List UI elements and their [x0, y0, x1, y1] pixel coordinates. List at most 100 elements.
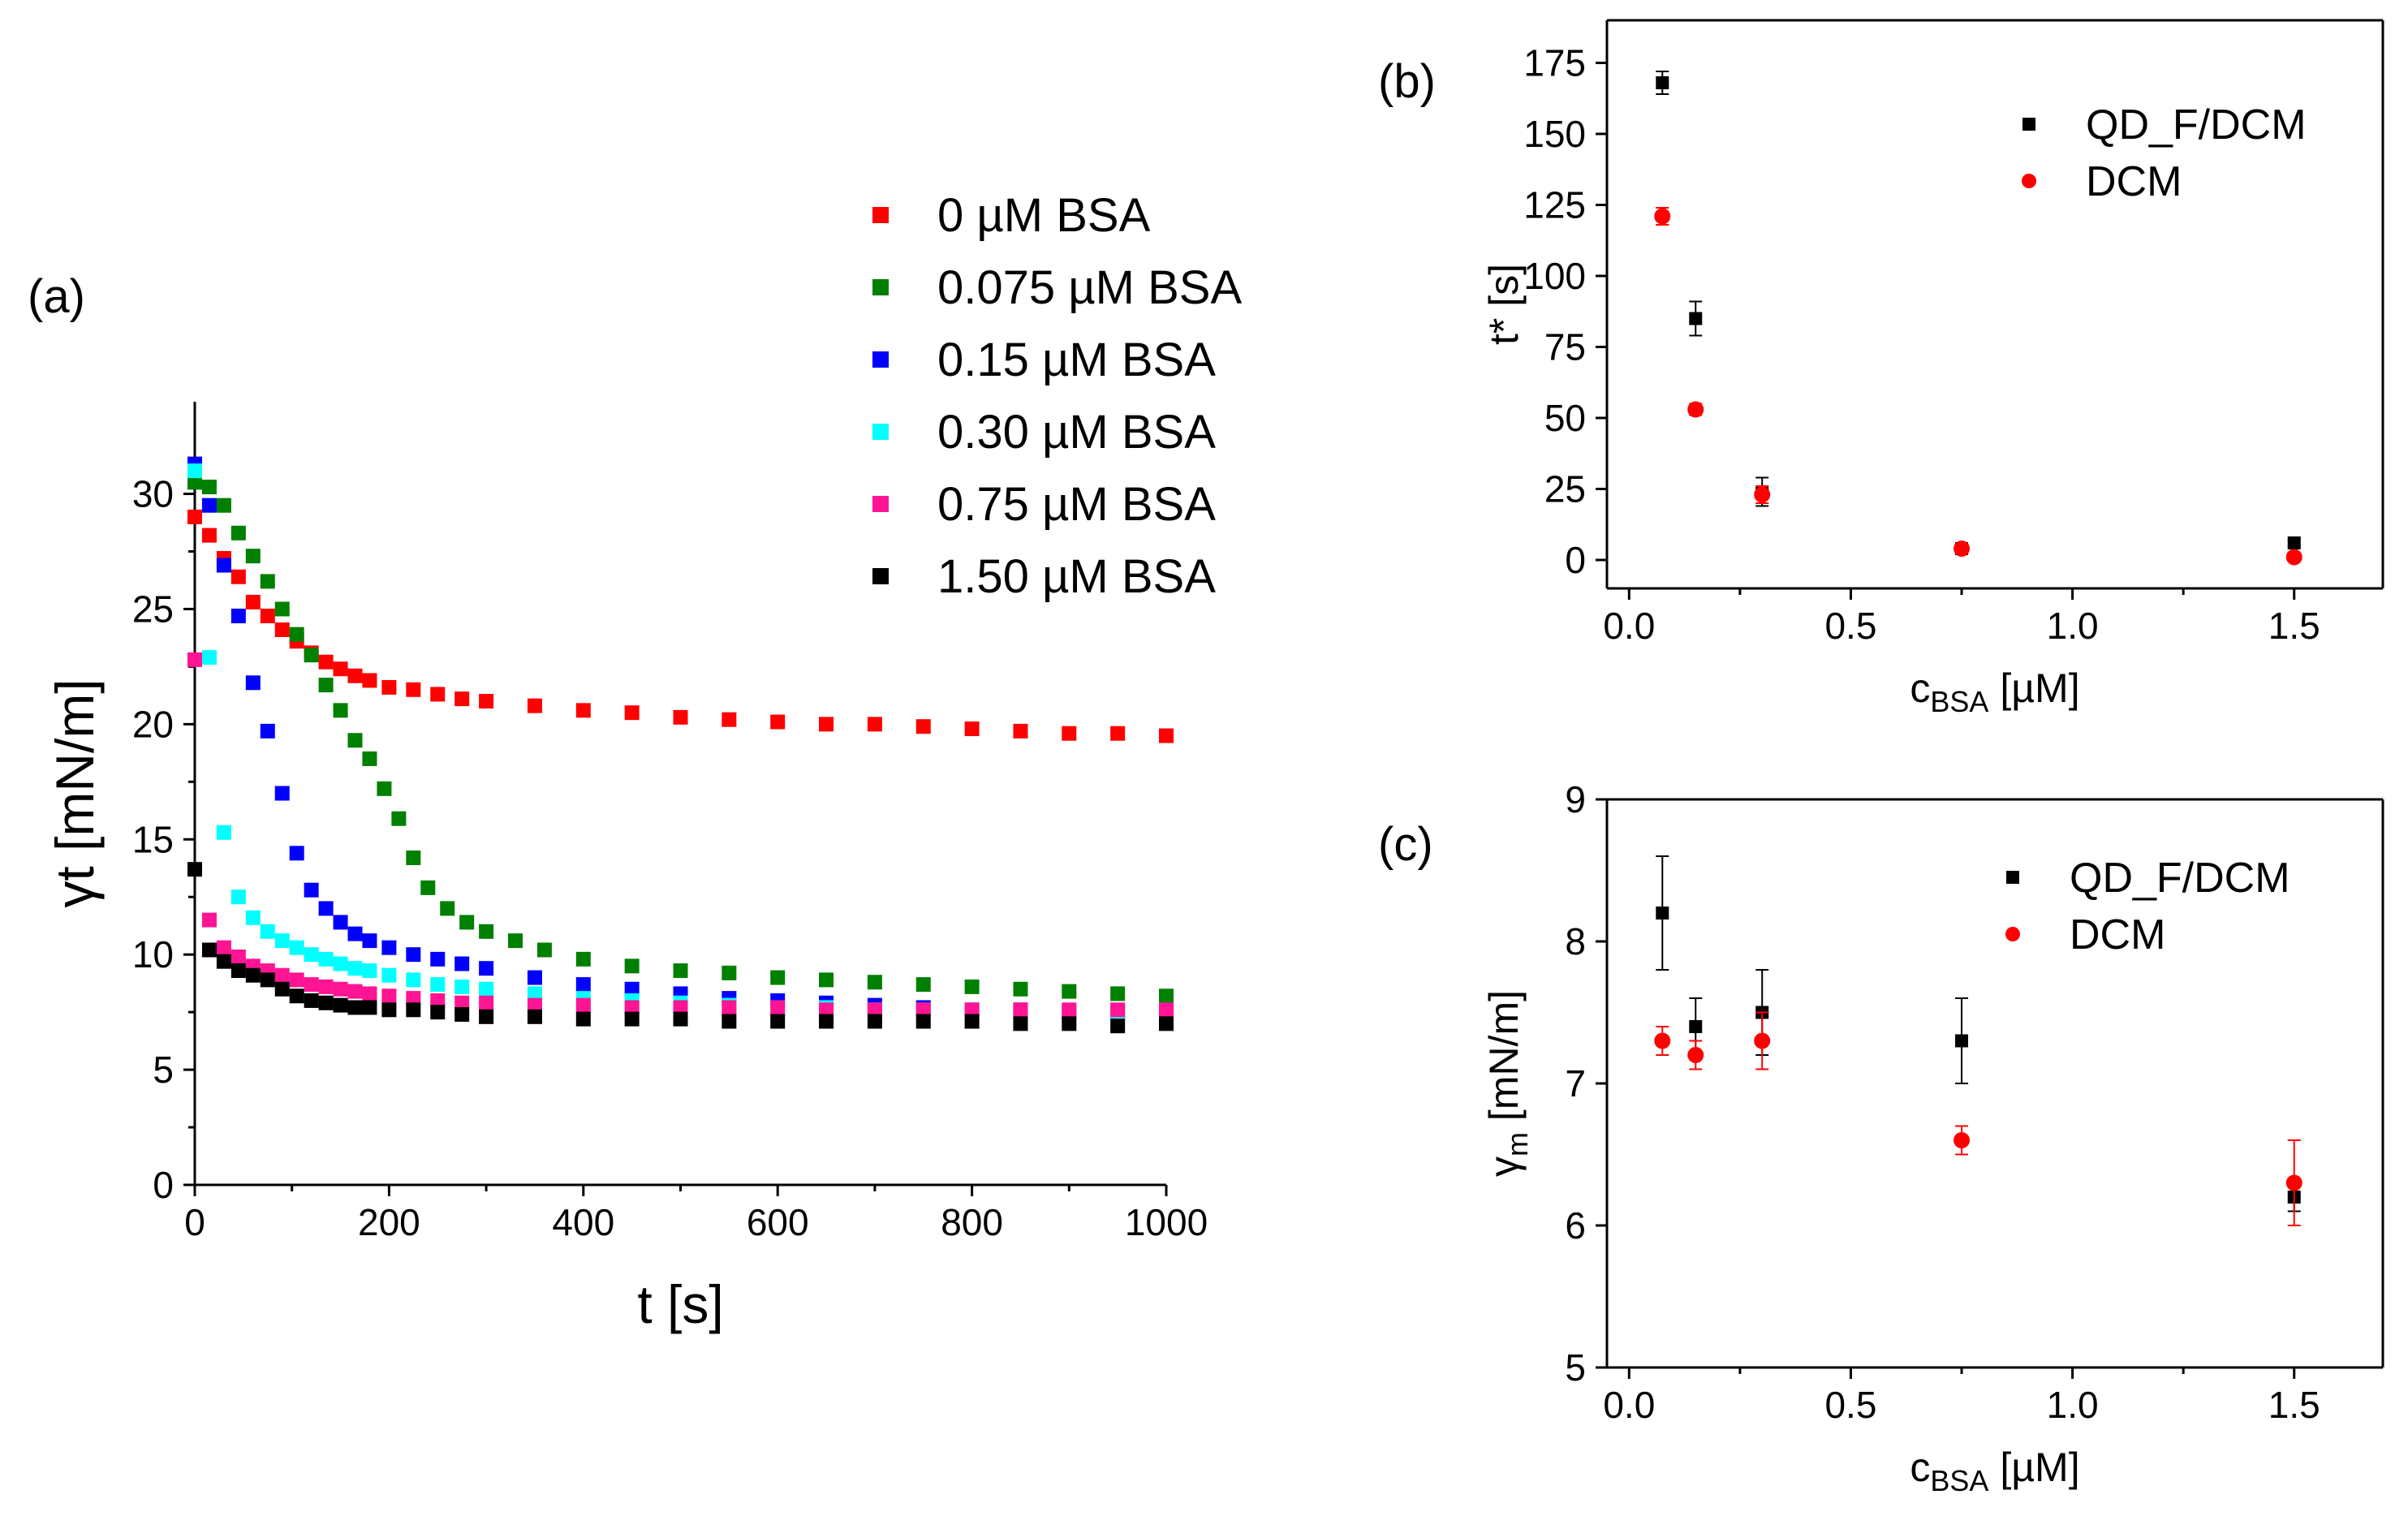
- data-point: [245, 675, 261, 691]
- data-point: [333, 981, 348, 997]
- data-point: [347, 961, 363, 976]
- data-point: [216, 497, 231, 513]
- y-tick-label: 5: [1565, 1346, 1586, 1389]
- data-point: [770, 1014, 786, 1029]
- data-point: [1954, 1132, 1971, 1148]
- data-point: [964, 979, 980, 994]
- data-point: [1654, 1032, 1671, 1049]
- legend-marker: [872, 496, 889, 512]
- y-tick-label: 30: [132, 473, 174, 515]
- data-point: [454, 691, 470, 707]
- data-point: [673, 1000, 688, 1015]
- data-point: [527, 1009, 542, 1024]
- data-point: [201, 528, 217, 543]
- data-point: [377, 781, 392, 796]
- series-1-50-m-bsa: [187, 862, 1174, 1034]
- legend-marker: [2005, 927, 2020, 941]
- data-point: [187, 475, 202, 490]
- data-point: [722, 1014, 737, 1029]
- x-axis-symbol: c: [1910, 1445, 1930, 1490]
- x-tick-label: 1000: [1125, 1201, 1208, 1243]
- data-point: [1955, 1034, 1969, 1048]
- data-point: [575, 951, 591, 967]
- panel-a: 0 200 400 600 800 1000 0 5 10 15 20 25 30 (a) t [s] γt …: [28, 189, 1242, 1334]
- data-point: [318, 951, 334, 967]
- x-axis-title: cBSA [µM]: [1910, 665, 2079, 718]
- data-point: [819, 972, 834, 988]
- legend-marker: [872, 279, 889, 295]
- data-point: [420, 880, 436, 895]
- legend-marker: [2022, 118, 2035, 131]
- data-point: [304, 977, 319, 993]
- data-point: [216, 940, 231, 955]
- series-0-15-m-bsa: [187, 456, 1174, 1022]
- data-point: [333, 703, 348, 718]
- x-axis-unit: [µM]: [1988, 1445, 2079, 1490]
- series-qd-f-dcm: [1656, 855, 2301, 1212]
- x-tick-label: 400: [552, 1201, 614, 1243]
- data-point: [770, 714, 786, 730]
- data-point: [216, 954, 231, 969]
- data-point: [1687, 1047, 1704, 1063]
- data-point: [722, 965, 737, 980]
- data-point: [347, 984, 363, 999]
- data-point: [624, 705, 640, 721]
- panel-label: (b): [1378, 55, 1436, 108]
- data-point: [406, 1002, 421, 1018]
- data-point: [318, 678, 334, 693]
- data-point: [274, 601, 290, 617]
- data-point: [459, 915, 475, 930]
- legend: QD_F/DCM DCM: [2005, 855, 2290, 958]
- y-tick-label: 0: [153, 1164, 174, 1206]
- data-point: [1110, 726, 1126, 741]
- data-point: [333, 956, 348, 971]
- legend-label: 0.075 µM BSA: [937, 261, 1242, 314]
- data-point: [318, 654, 334, 670]
- data-point: [289, 627, 304, 642]
- panel-label: (c): [1378, 818, 1433, 871]
- x-axis-symbol: c: [1910, 665, 1930, 711]
- data-point: [274, 933, 290, 949]
- legend-marker: [2006, 871, 2019, 884]
- data-point: [915, 977, 931, 993]
- y-tick-label: 6: [1565, 1204, 1586, 1247]
- data-point: [2285, 549, 2302, 566]
- data-point: [406, 947, 421, 963]
- data-point: [318, 901, 334, 916]
- data-point: [391, 811, 407, 826]
- data-point: [362, 751, 377, 766]
- y-tick-label: 0: [1565, 539, 1586, 581]
- data-point: [1013, 723, 1028, 739]
- panel-label: (a): [28, 270, 85, 323]
- data-point: [187, 652, 202, 667]
- data-point: [1159, 988, 1174, 1004]
- series-0-075-m-bsa: [187, 475, 1174, 1004]
- legend-label: 0 µM BSA: [937, 189, 1151, 242]
- data-point: [201, 497, 217, 513]
- data-point: [406, 972, 421, 988]
- x-tick-label: 800: [941, 1201, 1003, 1243]
- data-point: [333, 661, 348, 677]
- data-point: [1754, 486, 1771, 503]
- data-point: [260, 924, 275, 939]
- data-point: [260, 574, 275, 589]
- data-point: [318, 995, 334, 1010]
- data-point: [187, 509, 202, 524]
- data-point: [260, 723, 275, 739]
- data-point: [230, 608, 246, 623]
- legend-marker: [872, 351, 889, 368]
- data-point: [201, 942, 217, 958]
- data-point: [230, 569, 246, 584]
- data-point: [527, 970, 542, 985]
- series-dcm: [1654, 207, 2302, 566]
- data-point: [304, 947, 319, 963]
- data-point: [454, 956, 470, 971]
- data-point: [381, 988, 397, 1004]
- legend-label: QD_F/DCM: [2086, 101, 2307, 149]
- y-tick-label: 50: [1544, 397, 1586, 439]
- data-point: [381, 940, 397, 955]
- data-point: [575, 997, 591, 1013]
- x-axis-subscript: BSA: [1930, 1464, 1988, 1497]
